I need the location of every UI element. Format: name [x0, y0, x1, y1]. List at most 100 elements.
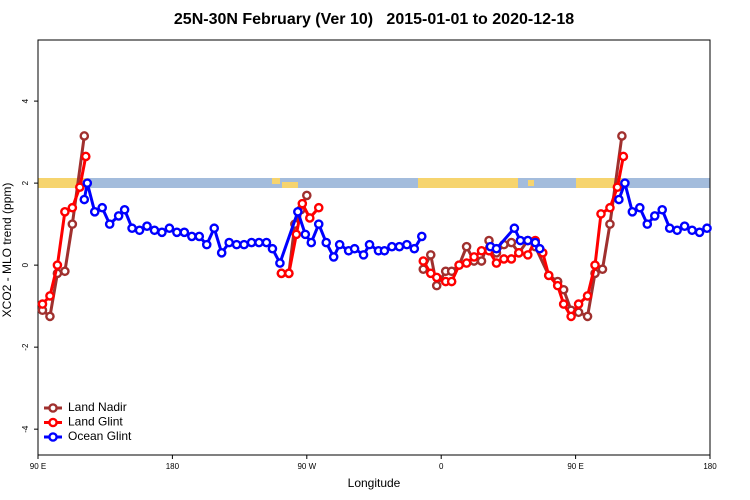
legend-marker: [48, 432, 58, 442]
data-point: [231, 239, 242, 250]
data-point: [267, 243, 278, 254]
data-point: [194, 231, 205, 242]
data-point: [573, 299, 584, 309]
x-axis-label: Longitude: [348, 476, 401, 490]
data-point: [254, 237, 264, 248]
data-point: [642, 219, 653, 229]
data-point: [89, 207, 100, 217]
y-tick-label: 2: [21, 180, 30, 185]
data-point: [552, 280, 563, 291]
data-point: [618, 151, 629, 162]
x-tick-label: 90 E: [30, 462, 46, 471]
data-point: [216, 248, 227, 258]
data-point: [664, 223, 675, 234]
data-point: [394, 241, 405, 252]
data-point: [491, 243, 502, 254]
data-point: [446, 276, 457, 287]
data-point: [201, 239, 212, 250]
data-point: [597, 264, 608, 275]
data-point: [506, 237, 517, 248]
data-point: [79, 194, 90, 205]
data-point: [431, 272, 442, 283]
data-point: [75, 182, 85, 193]
data-point: [476, 256, 487, 266]
data-point: [104, 219, 115, 229]
data-point: [97, 202, 108, 213]
data-point: [566, 311, 576, 322]
data-point: [239, 239, 249, 250]
data-point: [558, 299, 569, 309]
data-point: [60, 207, 70, 217]
x-tick-label: 90 W: [297, 462, 316, 471]
y-tick-label: 4: [21, 98, 30, 103]
data-point: [349, 243, 360, 254]
data-point: [402, 239, 412, 250]
data-point: [82, 178, 93, 188]
y-axis-label: XCO2 - MLO trend (ppm): [0, 183, 14, 318]
data-point: [620, 178, 630, 188]
data-point: [469, 252, 479, 262]
data-point: [80, 151, 91, 162]
data-point: [476, 245, 487, 256]
x-tick-label: 90 E: [567, 462, 583, 471]
x-tick-label: 180: [166, 462, 180, 471]
data-point: [614, 194, 624, 205]
data-point: [291, 229, 302, 240]
data-point: [45, 291, 55, 301]
chart-title: 25N-30N February (Ver 10) 2015-01-01 to …: [174, 11, 574, 28]
data-point: [297, 198, 308, 209]
data-point: [605, 202, 615, 213]
data-point: [514, 248, 524, 258]
data-point: [543, 270, 554, 281]
data-point: [431, 280, 442, 291]
data-point: [387, 241, 397, 252]
data-point: [596, 209, 606, 219]
data-point: [657, 204, 668, 215]
data-point: [530, 237, 541, 248]
data-point: [509, 223, 520, 234]
data-point: [119, 204, 130, 215]
data-point: [605, 219, 615, 229]
data-point: [694, 227, 705, 238]
x-tick-label: 0: [439, 462, 444, 471]
data-point: [672, 225, 682, 236]
data-point: [416, 231, 427, 242]
data-point: [127, 223, 137, 234]
data-point: [79, 131, 90, 141]
data-point: [157, 227, 167, 238]
data-point: [523, 235, 533, 246]
legend-label: Land Glint: [68, 415, 123, 429]
data-point: [461, 241, 472, 252]
data-point: [364, 239, 375, 250]
data-point: [702, 223, 712, 234]
data-point: [617, 131, 627, 141]
y-tick-label: -2: [21, 343, 30, 351]
data-point: [37, 299, 48, 309]
data-point: [134, 225, 145, 236]
data-point: [187, 231, 197, 242]
data-point: [506, 254, 517, 264]
legend-label: Ocean Glint: [68, 429, 132, 443]
data-point: [293, 207, 303, 217]
data-point: [491, 258, 502, 268]
data-point: [304, 213, 315, 223]
data-point: [142, 221, 152, 231]
data-point: [334, 239, 345, 250]
data-point: [224, 237, 234, 248]
data-point: [276, 268, 287, 279]
data-point: [209, 223, 220, 234]
data-point: [179, 227, 190, 238]
data-point: [687, 225, 697, 236]
data-point: [328, 252, 339, 262]
data-point: [60, 266, 70, 277]
data-point: [67, 219, 78, 229]
data-point: [300, 229, 311, 240]
data-point: [172, 227, 182, 238]
data-point: [418, 256, 429, 266]
data-point: [582, 291, 593, 301]
data-point: [313, 219, 324, 229]
data-point: [534, 243, 545, 254]
data-point: [45, 311, 55, 322]
data-point: [679, 221, 690, 231]
data-point: [164, 223, 175, 234]
